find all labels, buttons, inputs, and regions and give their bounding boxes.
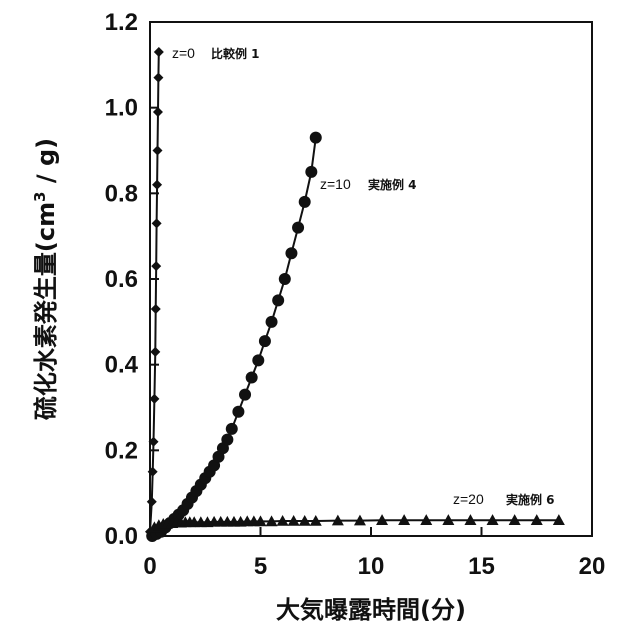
annotation-z-label: z=10 — [320, 176, 351, 192]
y-axis-title-main: 硫化水素発生量(cm — [32, 202, 60, 420]
x-tick-label: 5 — [254, 553, 267, 580]
y-tick-label: 0.0 — [105, 523, 138, 550]
data-point-diamond — [152, 218, 162, 228]
annotation-example-label: 実施例 4 — [368, 177, 417, 192]
data-point-circle — [221, 434, 233, 446]
y-tick-label: 0.6 — [105, 266, 138, 293]
x-axis-ticks: 0 5 10 15 20 — [143, 527, 605, 580]
y-axis-title: 硫化水素発生量(cm3 / g) — [31, 138, 60, 420]
y-tick-label: 1.2 — [105, 9, 138, 36]
annotation-example-label: 実施例 6 — [506, 492, 555, 507]
series-line — [152, 138, 316, 536]
data-point-circle — [246, 372, 258, 384]
y-axis-title-tail: / g) — [32, 138, 60, 192]
x-tick-label: 15 — [468, 553, 495, 580]
data-point-circle — [305, 166, 317, 178]
data-point-circle — [252, 354, 264, 366]
y-axis-title-superscript: 3 — [31, 191, 49, 201]
data-point-diamond — [153, 73, 163, 83]
data-point-circle — [232, 406, 244, 418]
x-tick-label: 0 — [143, 553, 156, 580]
data-point-diamond — [150, 347, 160, 357]
annotation-example-label: 比較例 1 — [211, 46, 260, 61]
y-tick-label: 1.0 — [105, 95, 138, 122]
annotation-z-label: z=20 — [453, 491, 484, 507]
data-point-diamond — [154, 47, 164, 57]
annotation-z-label: z=0 — [172, 45, 195, 61]
data-point-circle — [292, 222, 304, 234]
data-point-circle — [285, 247, 297, 259]
y-tick-label: 0.2 — [105, 437, 138, 464]
x-axis-title: 大気曝露時間(分) — [276, 596, 466, 624]
data-point-diamond — [151, 261, 161, 271]
y-tick-label: 0.4 — [105, 352, 139, 379]
series-line — [150, 52, 159, 532]
series-diamond — [145, 47, 164, 537]
series-triangle — [148, 514, 564, 532]
data-point-circle — [272, 294, 284, 306]
data-point-circle — [279, 273, 291, 285]
data-point-diamond — [147, 497, 157, 507]
data-point-circle — [299, 196, 311, 208]
data-point-diamond — [152, 180, 162, 190]
data-point-diamond — [153, 146, 163, 156]
y-tick-label: 0.8 — [105, 180, 138, 207]
series-layer — [145, 47, 565, 542]
data-point-circle — [266, 316, 278, 328]
data-point-diamond — [151, 304, 161, 314]
data-point-circle — [259, 335, 271, 347]
data-point-circle — [310, 132, 322, 144]
data-point-circle — [239, 389, 251, 401]
x-tick-label: 10 — [358, 553, 385, 580]
series-circle — [146, 132, 322, 542]
x-tick-label: 20 — [579, 553, 606, 580]
data-point-circle — [226, 423, 238, 435]
